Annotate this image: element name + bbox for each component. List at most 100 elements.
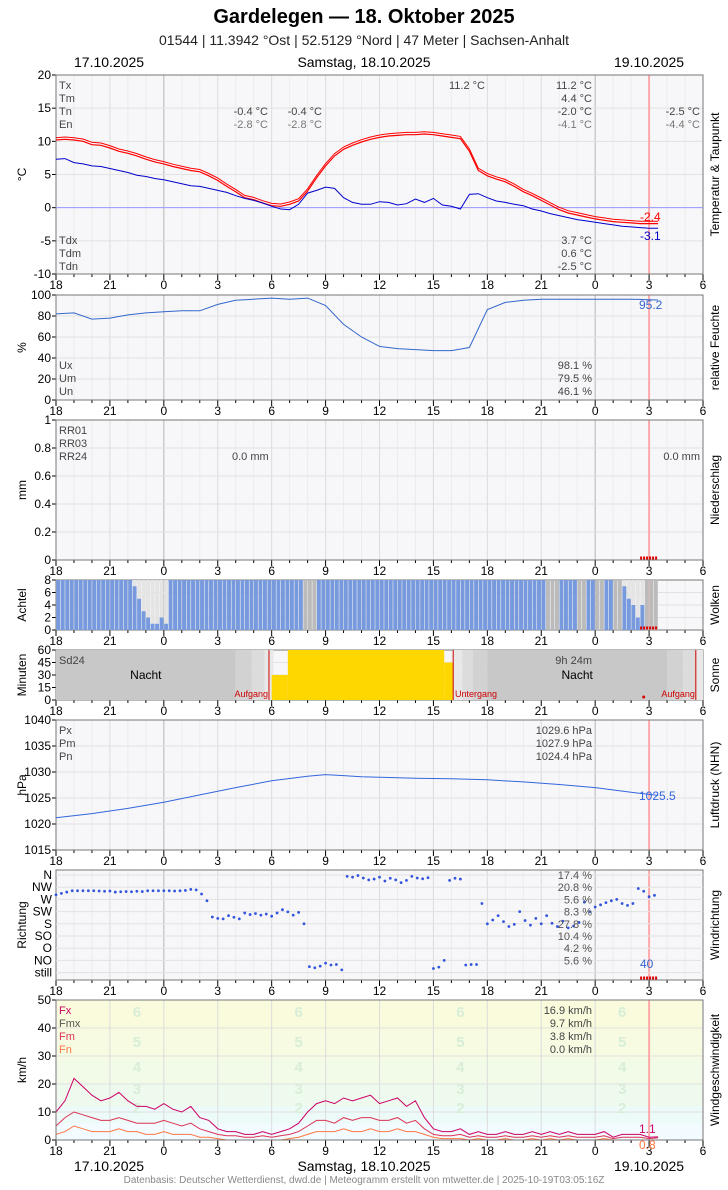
- direction-point: [351, 875, 354, 879]
- x-tick-label: 9: [322, 404, 329, 418]
- cloud-bar: [573, 580, 577, 630]
- current-dewpoint: -3.1: [640, 229, 661, 243]
- x-tick-label: 6: [268, 1144, 275, 1158]
- tdm-value: 0.6 °C: [561, 248, 592, 260]
- station-info: 01544 | 11.3942 °Ost | 52.5129 °Nord | 4…: [159, 32, 569, 48]
- direction-point: [642, 889, 646, 893]
- x-tick-label: 3: [214, 984, 221, 998]
- x-tick-label: 6: [700, 404, 707, 418]
- y-tick-label: -10: [34, 267, 52, 281]
- tn-next-value: -2.5 °C: [666, 106, 700, 118]
- x-tick-label: 6: [268, 404, 275, 418]
- label-rr01: RR01: [59, 425, 87, 437]
- panel-border: [55, 579, 704, 631]
- x-tick-label: 3: [646, 404, 653, 418]
- cloud-bar: [119, 580, 124, 630]
- twilight-band: [683, 650, 696, 700]
- cloud-bar: [568, 580, 573, 630]
- cloud-bar-missing: [555, 580, 559, 630]
- direction-point: [130, 890, 133, 894]
- cloud-bar: [586, 580, 591, 630]
- cloud-bar-missing: [613, 580, 618, 630]
- y-tick-label: 0: [44, 1133, 51, 1147]
- direction-point: [469, 963, 473, 966]
- x-tick-label: 21: [103, 704, 117, 718]
- panel-precip: 0 0.2 0.4 0.6 0.8 1 18 21 0 3 6 9 12 15 18 21 0 3 6 mm Niede…: [15, 413, 722, 578]
- direction-point: [135, 889, 139, 893]
- direction-point: [356, 874, 360, 877]
- cloud-bar-missing: [550, 580, 555, 630]
- y-tick-label: 10: [38, 1105, 52, 1119]
- date-right-top: 19.10.2025: [614, 54, 685, 70]
- direction-point: [275, 911, 279, 915]
- cloud-bar: [114, 580, 119, 630]
- cloud-bar: [537, 580, 541, 630]
- cloud-bar: [110, 580, 115, 630]
- y-tick-label: 1040: [24, 713, 51, 727]
- cloud-bar: [465, 580, 470, 630]
- twilight-band: [251, 650, 265, 700]
- y-tick-label: 30: [38, 1049, 52, 1063]
- direction-point: [442, 959, 446, 962]
- direction-point: [184, 889, 187, 892]
- cloud-bar: [640, 605, 645, 630]
- cloud-bar: [289, 580, 294, 630]
- panel-title: Luftdruck (NHN): [708, 742, 722, 829]
- cloud-bar: [357, 580, 362, 630]
- y-axis-label: %: [15, 342, 29, 353]
- cloud-bar: [253, 580, 258, 630]
- direction-point: [259, 913, 263, 917]
- y-axis-label: mm: [15, 480, 29, 500]
- cloud-bar: [186, 580, 191, 630]
- cloud-bar: [101, 580, 106, 630]
- cloud-bar: [321, 580, 326, 630]
- direction-point: [405, 879, 408, 882]
- direction-point: [399, 881, 403, 884]
- date-right-bottom: 19.10.2025: [614, 1158, 685, 1174]
- label-pm: Pm: [59, 738, 76, 750]
- tx-mid-value: 11.2 °C: [449, 80, 485, 92]
- cloud-bar: [388, 580, 393, 630]
- cloud-bar: [608, 580, 613, 630]
- x-tick-label: 3: [214, 854, 221, 868]
- direction-point: [426, 876, 430, 880]
- cloud-bar: [366, 580, 371, 630]
- beaufort-label: 4: [294, 1059, 303, 1076]
- direction-point: [361, 876, 365, 880]
- cloud-bar: [622, 586, 627, 630]
- cloud-bar-missing: [303, 580, 308, 630]
- direction-point: [65, 890, 69, 894]
- cloud-bar: [424, 580, 429, 630]
- y-axis-label: °C: [15, 167, 29, 181]
- x-tick-label: 3: [214, 404, 221, 418]
- x-tick-label: 0: [592, 564, 599, 578]
- direction-point: [151, 889, 155, 893]
- x-tick-label: 18: [49, 1144, 63, 1158]
- direction-point: [254, 912, 257, 915]
- direction-point: [534, 916, 538, 920]
- cloud-bar: [352, 580, 357, 630]
- cloud-bar: [227, 580, 231, 630]
- x-tick-label: 21: [535, 854, 549, 868]
- panel-wind_speed: 0 10 20 30 40 50 18 21 0 3 6 9 12 15 18 21 0 3 6 km/h Windge…: [15, 993, 722, 1158]
- cloud-bg-bar: [635, 580, 640, 630]
- direction-point: [415, 876, 419, 880]
- direction-point: [437, 965, 441, 969]
- direction-point: [464, 963, 468, 967]
- direction-point: [631, 902, 635, 905]
- panel-title: Temperatur & Taupunkt: [708, 112, 722, 237]
- x-tick-label: 6: [268, 564, 275, 578]
- cloud-bar: [339, 580, 344, 630]
- direction-frequency: 4.2 %: [564, 943, 592, 955]
- un-value: 46.1 %: [558, 386, 592, 398]
- x-tick-label: 0: [160, 564, 167, 578]
- cloud-bar: [375, 580, 380, 630]
- direction-point: [286, 910, 290, 914]
- cloud-bar-missing: [595, 580, 600, 630]
- y-tick-label: 50: [38, 993, 52, 1007]
- panel-wind_direction: 18 21 0 3 6 9 12 15 18 21 0 3 6 Richtung Windrichtung N…: [15, 868, 722, 998]
- temp-max-line: [55, 131, 659, 222]
- y-tick-label: 0: [44, 201, 51, 215]
- x-tick-label: 9: [322, 1144, 329, 1158]
